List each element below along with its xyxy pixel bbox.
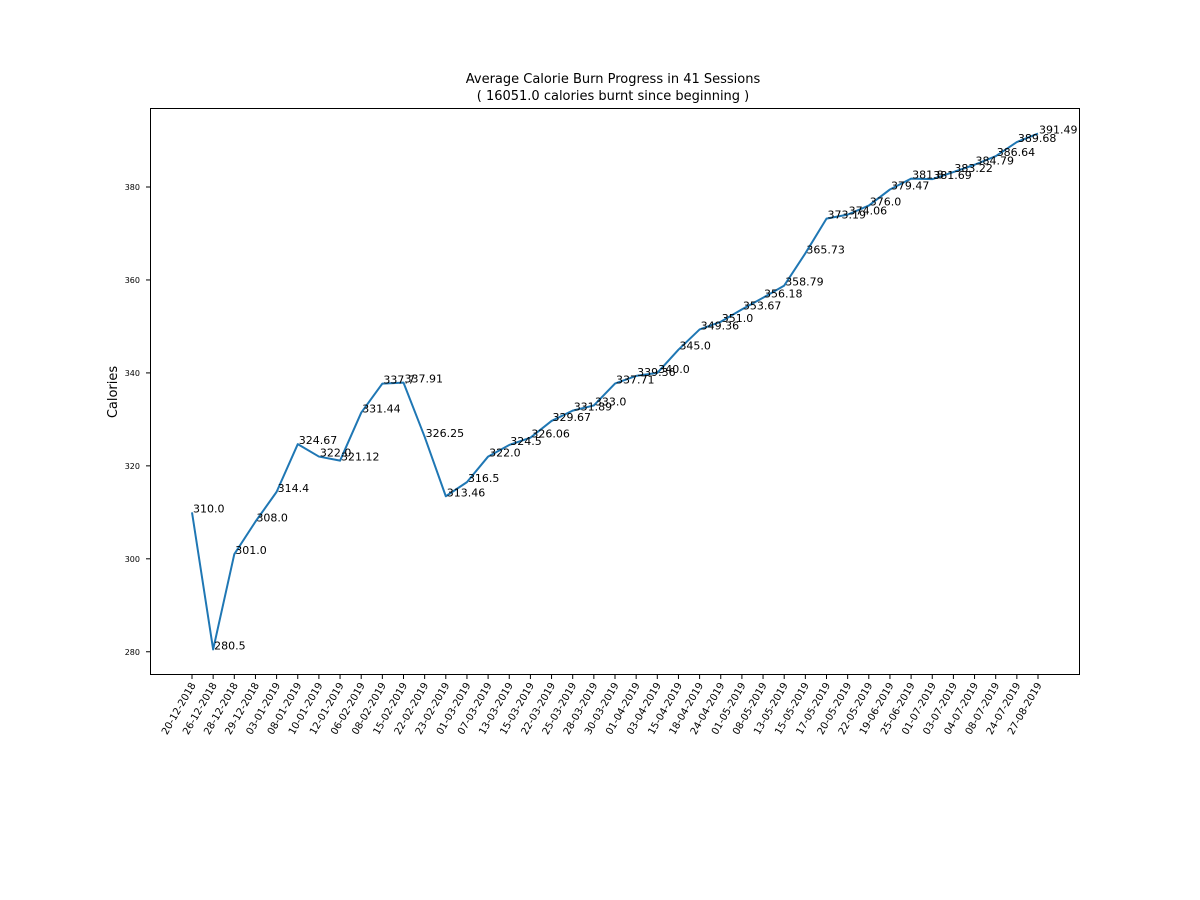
plot-area xyxy=(150,108,1080,675)
data-label: 345.0 xyxy=(679,340,711,353)
data-label: 374.06 xyxy=(849,205,888,218)
data-label: 373.19 xyxy=(828,209,867,222)
data-label: 358.79 xyxy=(785,276,824,289)
data-label: 321.12 xyxy=(341,451,380,464)
data-label: 391.49 xyxy=(1039,124,1078,137)
data-label: 301.0 xyxy=(235,544,266,557)
data-label: 381.8 xyxy=(912,169,944,182)
data-label: 337.91 xyxy=(405,373,444,386)
y-tick-label: 320 xyxy=(125,462,140,471)
data-label: 381.69 xyxy=(933,169,972,182)
data-label: 376.0 xyxy=(870,196,902,209)
data-label: 314.4 xyxy=(278,482,310,495)
data-label: 313.46 xyxy=(447,486,486,499)
data-label: 349.36 xyxy=(701,319,740,332)
data-label: 383.22 xyxy=(954,162,993,175)
series-line xyxy=(191,132,1039,651)
data-label: 310.0 xyxy=(193,502,225,515)
y-tick-label: 280 xyxy=(125,648,140,657)
y-axis-label: Calories xyxy=(106,366,121,419)
y-tick-label: 360 xyxy=(125,276,140,285)
chart-subtitle: ( 16051.0 calories burnt since beginning… xyxy=(477,89,750,104)
data-label: 331.89 xyxy=(574,401,613,414)
data-label: 326.06 xyxy=(531,428,570,441)
data-label: 308.0 xyxy=(256,512,288,525)
data-label: 339.36 xyxy=(637,366,676,379)
x-axis-ticks: 20-12-201826-12-201828-12-201829-12-2018… xyxy=(160,675,1045,737)
data-label: 340.0 xyxy=(658,363,690,376)
data-label: 280.5 xyxy=(214,639,246,652)
data-label: 384.79 xyxy=(976,155,1015,168)
y-tick-label: 300 xyxy=(125,555,140,564)
data-label: 337.7 xyxy=(383,374,415,387)
data-label: 326.25 xyxy=(426,427,465,440)
data-label: 353.67 xyxy=(743,299,782,312)
data-labels: 310.0280.5301.0308.0314.4324.67322.0321.… xyxy=(193,124,1078,653)
y-tick-label: 340 xyxy=(125,369,140,378)
data-label: 389.68 xyxy=(1018,132,1057,145)
data-label: 331.44 xyxy=(362,403,401,416)
data-label: 322.0 xyxy=(489,447,520,460)
data-label: 324.5 xyxy=(510,435,542,448)
data-label: 351.0 xyxy=(722,312,754,325)
data-label: 356.18 xyxy=(764,288,803,301)
data-label: 337.71 xyxy=(616,374,655,387)
y-tick-label: 380 xyxy=(125,183,140,192)
data-label: 379.47 xyxy=(891,179,930,192)
data-label: 329.67 xyxy=(553,411,592,424)
data-label: 365.73 xyxy=(806,243,845,256)
data-label: 322.0 xyxy=(320,447,352,460)
data-label: 333.0 xyxy=(595,395,627,408)
data-label: 386.64 xyxy=(997,146,1035,159)
data-label: 324.67 xyxy=(299,434,338,447)
chart-title: Average Calorie Burn Progress in 41 Sess… xyxy=(466,72,761,87)
y-axis-ticks: 280 300 320 340 360 380 xyxy=(125,183,150,657)
data-label: 316.5 xyxy=(468,472,500,485)
